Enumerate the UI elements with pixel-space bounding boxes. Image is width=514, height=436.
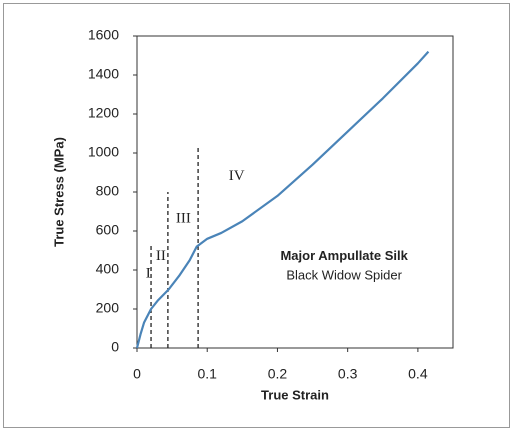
frame bbox=[3, 3, 510, 428]
data-line bbox=[135, 50, 430, 349]
y-axis-label: True Stress (MPa) bbox=[51, 137, 66, 247]
x-tick-label: 0.4 bbox=[408, 366, 428, 382]
y-tick-label: 1000 bbox=[88, 144, 119, 160]
x-tick-label: 0 bbox=[133, 366, 141, 382]
x-tick-label: 0.3 bbox=[338, 366, 358, 382]
y-tick-label: 1200 bbox=[88, 105, 119, 121]
y-tick-label: 1400 bbox=[88, 66, 119, 82]
region-label: III bbox=[176, 211, 191, 227]
annotation: Black Widow Spider bbox=[286, 267, 402, 282]
y-tick-label: 600 bbox=[96, 222, 120, 238]
x-axis-label: True Strain bbox=[261, 387, 329, 402]
region-label: II bbox=[156, 248, 166, 264]
x-tick-label: 0.2 bbox=[268, 366, 288, 382]
y-tick-label: 200 bbox=[96, 300, 120, 316]
annotation: Major Ampullate Silk bbox=[280, 248, 408, 263]
y-tick-label: 400 bbox=[96, 261, 120, 277]
y-tick-label: 1600 bbox=[88, 27, 119, 43]
region-label: IV bbox=[229, 168, 245, 184]
y-tick-label: 0 bbox=[111, 339, 119, 355]
y-tick-label: 800 bbox=[96, 183, 120, 199]
x-tick-label: 0.1 bbox=[197, 366, 217, 382]
region-label: I bbox=[146, 265, 151, 281]
